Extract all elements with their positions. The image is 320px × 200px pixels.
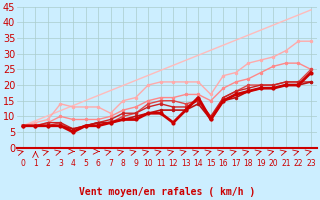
X-axis label: Vent moyen/en rafales ( km/h ): Vent moyen/en rafales ( km/h ): [79, 187, 255, 197]
